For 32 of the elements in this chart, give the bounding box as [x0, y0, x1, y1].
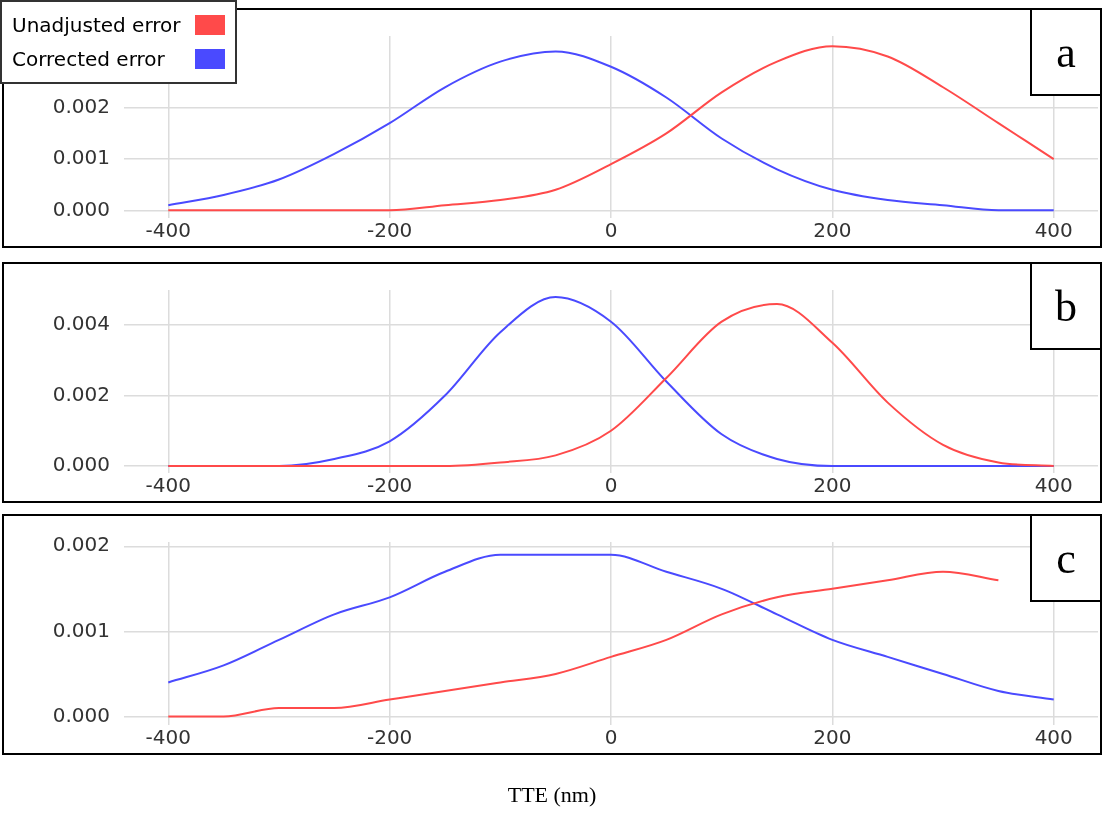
y-tick-label: 0.002 [52, 93, 110, 118]
annotation: b [1030, 262, 1102, 350]
y-tick-label: 0.002 [52, 381, 110, 406]
x-tick-label: 0 [604, 218, 618, 243]
x-axis-title: TTE (nm) [506, 782, 598, 808]
x-tick-label: 200 [813, 473, 852, 498]
y-tick-label: 0.001 [52, 617, 110, 642]
x-tick-label: 0 [604, 473, 618, 498]
x-tick-label: 200 [813, 725, 852, 750]
y-tick-label: 0.002 [52, 532, 110, 557]
x-tick-label: -200 [366, 725, 413, 750]
legend-label: Corrected error [12, 47, 165, 71]
x-tick-label: -200 [366, 218, 413, 243]
line-series [167, 570, 1000, 718]
y-tick-label: 0.000 [52, 196, 110, 221]
x-tick-label: -200 [366, 473, 413, 498]
x-tick-label: 200 [813, 218, 852, 243]
x-tick-label: 400 [1034, 473, 1073, 498]
x-tick-label: 400 [1034, 218, 1073, 243]
y-tick-label: 0.004 [52, 311, 110, 336]
y-tick-label: 0.000 [52, 702, 110, 727]
legend-label: Unadjusted error [12, 13, 181, 37]
y-tick-label: 0.000 [52, 452, 110, 477]
y-tick-label: 0.001 [52, 145, 110, 170]
line-series [167, 553, 1055, 701]
annotation: c [1030, 514, 1102, 602]
x-tick-label: -400 [145, 473, 191, 498]
x-tick-label: 400 [1034, 725, 1073, 750]
annotation: a [1030, 8, 1102, 96]
x-tick-label: 0 [604, 725, 618, 750]
x-tick-label: -400 [145, 218, 191, 243]
x-tick-label: -400 [145, 725, 191, 750]
